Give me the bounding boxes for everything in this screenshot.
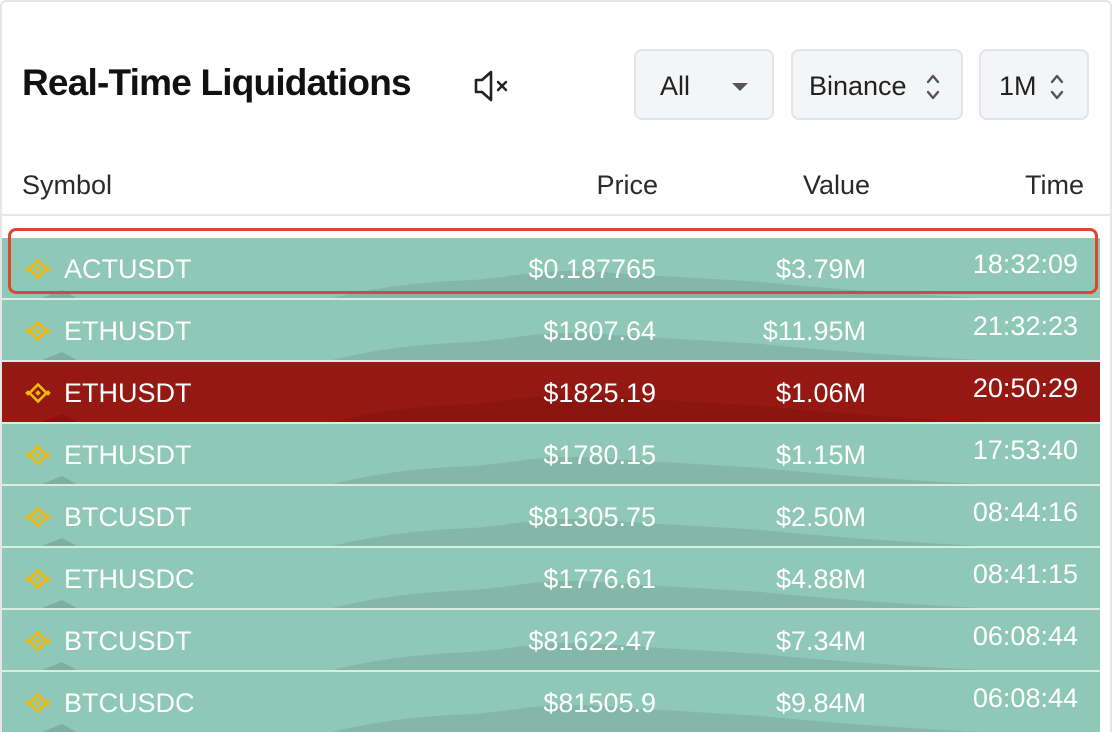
- row-symbol: BTCUSDC: [64, 688, 195, 718]
- row-price: $81622.47: [528, 626, 656, 656]
- table-row[interactable]: ETHUSDT $1807.64 $11.95M 21:32:23: [2, 300, 1100, 360]
- row-time: 08:44:16: [972, 497, 1078, 527]
- row-value: $11.95M: [762, 316, 866, 346]
- binance-icon: [24, 441, 52, 469]
- row-divider: [2, 298, 1100, 300]
- row-value: $2.50M: [775, 502, 866, 532]
- timeframe-select[interactable]: 1M: [979, 49, 1089, 120]
- row-divider: [2, 546, 1100, 548]
- row-symbol: ETHUSDT: [64, 316, 192, 346]
- timeframe-value: 1M: [999, 71, 1037, 101]
- row-divider: [2, 360, 1100, 362]
- row-value: $3.79M: [775, 254, 866, 284]
- binance-icon: [24, 317, 52, 345]
- binance-icon: [24, 379, 52, 407]
- row-time: 17:53:40: [972, 435, 1078, 465]
- panel-header: Real-Time Liquidations All Binance 1M: [2, 2, 1110, 152]
- page-title: Real-Time Liquidations: [22, 62, 412, 103]
- row-symbol: ETHUSDT: [64, 440, 192, 470]
- row-divider: [2, 670, 1100, 672]
- row-price: $1780.15: [543, 440, 656, 470]
- binance-icon: [24, 565, 52, 593]
- binance-icon: [24, 255, 52, 283]
- up-down-chevron-icon: [925, 71, 941, 103]
- table-row[interactable]: BTCUSDC $81505.9 $9.84M 06:08:44: [2, 672, 1100, 732]
- table-row[interactable]: ETHUSDC $1776.61 $4.88M 08:41:15: [2, 548, 1100, 608]
- row-time: 06:08:44: [972, 683, 1078, 713]
- exchange-select[interactable]: Binance: [791, 49, 963, 120]
- row-value: $1.15M: [775, 440, 866, 470]
- row-time: 18:32:09: [972, 249, 1078, 279]
- exchange-value: Binance: [809, 71, 907, 101]
- column-header-price: Price: [596, 170, 658, 200]
- column-header-time: Time: [1025, 170, 1084, 200]
- row-price: $81505.9: [543, 688, 656, 718]
- table-row[interactable]: ETHUSDT $1780.15 $1.15M 17:53:40: [2, 424, 1100, 484]
- row-price: $1807.64: [543, 316, 656, 346]
- up-down-chevron-icon: [1049, 71, 1065, 103]
- row-time: 06:08:44: [972, 621, 1078, 651]
- column-header-symbol: Symbol: [22, 170, 113, 200]
- table-row[interactable]: BTCUSDT $81305.75 $2.50M 08:44:16: [2, 486, 1100, 546]
- row-divider: [2, 608, 1100, 610]
- row-time: 08:41:15: [972, 559, 1078, 589]
- row-time: 20:50:29: [972, 373, 1078, 403]
- row-time: 21:32:23: [972, 311, 1078, 341]
- binance-icon: [24, 627, 52, 655]
- table-row[interactable]: ACTUSDT $0.187765 $3.79M 18:32:09: [2, 238, 1100, 298]
- binance-icon: [24, 689, 52, 717]
- column-header-value: Value: [802, 170, 870, 200]
- row-divider: [2, 484, 1100, 486]
- row-price: $1825.19: [543, 378, 656, 408]
- side-filter-value: All: [660, 71, 691, 101]
- row-price: $1776.61: [543, 564, 656, 594]
- chevron-down-icon: [732, 83, 748, 91]
- side-filter-select[interactable]: All: [634, 49, 774, 120]
- table-row[interactable]: BTCUSDT $81622.47 $7.34M 06:08:44: [2, 610, 1100, 670]
- table-row[interactable]: ETHUSDT $1825.19 $1.06M 20:50:29: [2, 362, 1100, 422]
- row-symbol: BTCUSDT: [64, 626, 192, 656]
- row-value: $7.34M: [775, 626, 866, 656]
- row-value: $1.06M: [775, 378, 866, 408]
- row-value: $4.88M: [775, 564, 866, 594]
- row-symbol: ETHUSDC: [64, 564, 195, 594]
- row-symbol: ACTUSDT: [64, 254, 192, 284]
- row-value: $9.84M: [775, 688, 866, 718]
- row-symbol: BTCUSDT: [64, 502, 192, 532]
- header-divider: [2, 214, 1110, 216]
- row-price: $81305.75: [528, 502, 656, 532]
- volume-mute-icon[interactable]: [472, 68, 510, 104]
- row-price: $0.187765: [528, 254, 656, 284]
- row-symbol: ETHUSDT: [64, 378, 192, 408]
- binance-icon: [24, 503, 52, 531]
- row-divider: [2, 422, 1100, 424]
